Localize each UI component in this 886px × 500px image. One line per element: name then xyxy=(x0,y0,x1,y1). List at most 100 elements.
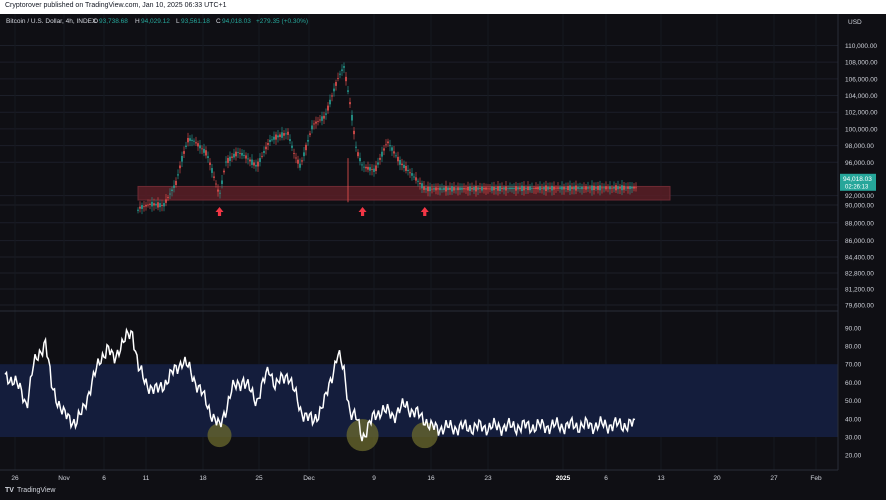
candle-body xyxy=(525,187,527,189)
candle-body xyxy=(183,151,185,154)
rsi-highlight-circle xyxy=(411,422,438,449)
candle-body xyxy=(449,187,451,190)
candle-body xyxy=(309,133,311,135)
candle-body xyxy=(501,187,503,190)
candle-body xyxy=(603,187,605,189)
candle-body xyxy=(163,203,165,207)
candle-body xyxy=(199,145,201,149)
candle-body xyxy=(457,187,459,191)
candle-body xyxy=(357,152,359,157)
legend-o-label: O xyxy=(93,18,98,25)
candle-body xyxy=(241,152,243,156)
price-tick-label: 110,000.00 xyxy=(845,43,877,50)
rsi-tick-label: 90.00 xyxy=(845,325,862,332)
candle-body xyxy=(405,165,407,171)
candle-body xyxy=(175,180,177,186)
candle-body xyxy=(377,162,379,165)
candle-body xyxy=(605,186,607,190)
candle-body xyxy=(387,141,389,144)
time-tick-label: 20 xyxy=(713,475,721,482)
candle-body xyxy=(221,180,223,184)
candle-body xyxy=(209,162,211,165)
candle-body xyxy=(517,187,519,190)
candle-body xyxy=(399,159,401,165)
candle-body xyxy=(493,186,495,191)
candle-body xyxy=(401,163,403,166)
candle-body xyxy=(475,185,477,192)
candle-body xyxy=(385,144,387,146)
candle-body xyxy=(455,188,457,190)
candle-body xyxy=(343,66,345,68)
candle-body xyxy=(375,165,377,172)
candle-body xyxy=(391,147,393,151)
candle-body xyxy=(159,203,161,208)
price-tick-label: 104,000.00 xyxy=(845,93,878,100)
candle-body xyxy=(559,187,561,189)
candle-body xyxy=(411,173,413,176)
candle-body xyxy=(623,185,625,190)
candle-body xyxy=(477,187,479,190)
candle-body xyxy=(383,148,385,151)
candle-body xyxy=(245,155,247,159)
candle-body xyxy=(427,186,429,192)
candle-body xyxy=(217,189,219,192)
candle-body xyxy=(537,187,539,190)
candle-body xyxy=(151,201,153,207)
candle-body xyxy=(323,115,325,119)
tradingview-logo[interactable]: TV TradingView xyxy=(5,487,55,494)
support-arrows xyxy=(215,207,429,216)
candle-body xyxy=(617,186,619,190)
candle-body xyxy=(397,156,399,162)
candle-body xyxy=(379,157,381,160)
time-tick-label: Nov xyxy=(58,475,70,482)
candle-body xyxy=(315,121,317,124)
price-tick-label: 92,000.00 xyxy=(845,193,874,200)
rsi-tick-label: 80.00 xyxy=(845,344,862,351)
time-axis[interactable]: 26 Nov 6 11 18 25 Dec 9 16 23 2025 6 13 20 27 Feb xyxy=(11,475,822,482)
candle-body xyxy=(465,188,467,190)
candle-body xyxy=(445,186,447,192)
candle-body xyxy=(469,186,471,191)
time-tick-label: 16 xyxy=(427,475,435,482)
candle-body xyxy=(615,185,617,191)
rsi-line xyxy=(4,327,636,442)
candle-body xyxy=(197,143,199,147)
candle-body xyxy=(613,186,615,189)
candle-body xyxy=(585,186,587,190)
footer-bar: TV TradingView xyxy=(0,484,886,500)
rsi-highlight-circle xyxy=(207,423,232,448)
candle-body xyxy=(215,183,217,185)
candle-body xyxy=(607,187,609,189)
candle-body xyxy=(393,151,395,154)
price-tick-label: 86,000.00 xyxy=(845,238,874,245)
candle-body xyxy=(481,186,483,191)
candle-body xyxy=(509,187,511,190)
candle-body xyxy=(407,169,409,171)
price-axis[interactable]: 110,000.00 108,000.00 106,000.00 104,000.00… xyxy=(845,43,878,310)
candle-body xyxy=(265,146,267,150)
candle-body xyxy=(515,186,517,191)
candle-body xyxy=(479,188,481,190)
candle-body xyxy=(337,78,339,79)
candle-body xyxy=(231,156,233,158)
candle-body xyxy=(409,172,411,174)
candle-body xyxy=(591,185,593,191)
candle-body xyxy=(505,186,507,191)
rsi-tick-label: 40.00 xyxy=(845,416,862,423)
time-tick-label: 26 xyxy=(11,475,19,482)
candle-body xyxy=(153,203,155,206)
candle-body xyxy=(519,187,521,190)
candle-body xyxy=(301,160,303,162)
candle-body xyxy=(547,186,549,190)
candle-body xyxy=(425,188,427,190)
candle-body xyxy=(177,174,179,176)
candle-body xyxy=(295,157,297,159)
price-tick-label: 98,000.00 xyxy=(845,143,874,150)
candle-body xyxy=(553,186,555,190)
rsi-axis[interactable]: 90.00 80.00 70.00 60.00 50.00 40.00 30.00 20.00 xyxy=(845,325,862,459)
candle-body xyxy=(213,176,215,178)
candle-body xyxy=(459,187,461,190)
currency-label[interactable]: USD xyxy=(848,19,862,26)
chart-canvas[interactable]: Bitcoin / U.S. Dollar, 4h, INDEX O 93,73… xyxy=(0,14,886,484)
currency-box xyxy=(839,14,886,28)
